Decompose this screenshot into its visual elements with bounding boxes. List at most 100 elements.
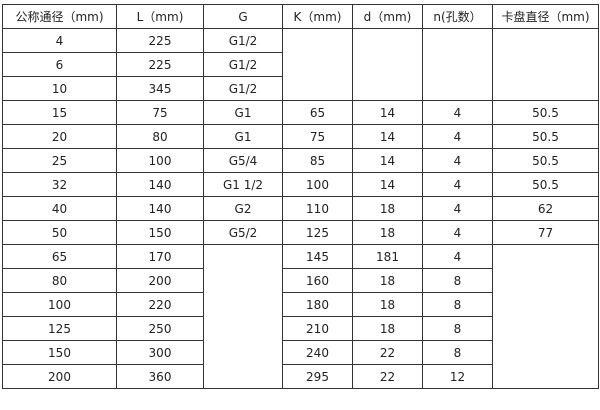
table-row: 200 360 295 22 12 xyxy=(2,364,599,389)
cell-length: 75 xyxy=(116,100,204,125)
cell-d: 18 xyxy=(352,220,423,245)
cell-d: 22 xyxy=(352,340,423,365)
cell-nominal-diameter: 100 xyxy=(2,292,117,317)
table-row: 50 150 G5/2 125 18 4 77 xyxy=(2,220,599,245)
cell-hole-count: 8 xyxy=(422,292,493,317)
cell-length: 200 xyxy=(116,268,204,293)
cell-length: 225 xyxy=(116,28,204,53)
cell-hole-count: 8 xyxy=(422,316,493,341)
cell-hole-count: 4 xyxy=(422,124,493,149)
cell-chuck-diameter: 77 xyxy=(492,220,599,245)
cell-k: 75 xyxy=(282,124,353,149)
cell-nominal-diameter: 150 xyxy=(2,340,117,365)
cell-d: 14 xyxy=(352,148,423,173)
cell-thread: G5/4 xyxy=(203,148,283,173)
cell-k: 65 xyxy=(282,100,353,125)
header-length: L（mm) xyxy=(116,4,204,29)
cell-k: 85 xyxy=(282,148,353,173)
cell-nominal-diameter: 40 xyxy=(2,196,117,221)
cell-nominal-diameter: 125 xyxy=(2,316,117,341)
table-row: 80 200 160 18 8 xyxy=(2,268,599,293)
cell-thread: G1/2 xyxy=(203,76,283,101)
cell-d: 18 xyxy=(352,196,423,221)
cell-hole-count: 4 xyxy=(422,244,493,269)
cell-length: 360 xyxy=(116,364,204,389)
cell-d: 14 xyxy=(352,172,423,197)
cell-length: 100 xyxy=(116,148,204,173)
cell-d: 18 xyxy=(352,292,423,317)
table-row: 150 300 240 22 8 xyxy=(2,340,599,365)
cell-length: 345 xyxy=(116,76,204,101)
cell-chuck-diameter: 62 xyxy=(492,196,599,221)
header-hole-count: n(孔数） xyxy=(422,4,493,29)
cell-thread: G5/2 xyxy=(203,220,283,245)
cell-length: 220 xyxy=(116,292,204,317)
cell-k: 100 xyxy=(282,172,353,197)
header-thread: G xyxy=(203,4,283,29)
cell-d: 181 xyxy=(352,244,423,269)
cell-thread: G1 xyxy=(203,100,283,125)
cell-length: 140 xyxy=(116,196,204,221)
header-nominal-diameter: 公称通径（mm) xyxy=(2,4,117,29)
cell-length: 300 xyxy=(116,340,204,365)
cell-hole-count: 12 xyxy=(422,364,493,389)
cell-d: 18 xyxy=(352,316,423,341)
specification-table: 公称通径（mm) L（mm) G K（mm) d（mm) n(孔数） 卡盘直径（… xyxy=(2,4,599,389)
cell-thread: G1/2 xyxy=(203,28,283,53)
cell-k: 110 xyxy=(282,196,353,221)
table-row: 6 225 G1/2 xyxy=(2,52,599,77)
cell-length: 150 xyxy=(116,220,204,245)
cell-nominal-diameter: 20 xyxy=(2,124,117,149)
cell-k: 240 xyxy=(282,340,353,365)
cell-d: 22 xyxy=(352,364,423,389)
cell-nominal-diameter: 50 xyxy=(2,220,117,245)
cell-thread: G1/2 xyxy=(203,52,283,77)
cell-k-empty xyxy=(282,28,353,101)
cell-hole-count: 8 xyxy=(422,268,493,293)
header-row: 公称通径（mm) L（mm) G K（mm) d（mm) n(孔数） 卡盘直径（… xyxy=(2,4,599,29)
cell-thread-empty xyxy=(203,244,283,389)
cell-k: 145 xyxy=(282,244,353,269)
cell-length: 225 xyxy=(116,52,204,77)
table-row: 65 170 145 181 4 xyxy=(2,244,599,389)
table-row: 4 225 G1/2 xyxy=(2,28,599,101)
cell-nominal-diameter: 80 xyxy=(2,268,117,293)
cell-hole-count: 4 xyxy=(422,172,493,197)
cell-chuck-diameter: 50.5 xyxy=(492,124,599,149)
cell-chuck-diameter: 50.5 xyxy=(492,172,599,197)
table-row: 15 75 G1 65 14 4 50.5 xyxy=(2,100,599,125)
table-row: 25 100 G5/4 85 14 4 50.5 xyxy=(2,148,599,173)
cell-hole-count-empty xyxy=(422,28,493,101)
cell-k: 210 xyxy=(282,316,353,341)
table-row: 32 140 G1 1/2 100 14 4 50.5 xyxy=(2,172,599,197)
cell-d: 18 xyxy=(352,268,423,293)
header-k: K（mm) xyxy=(282,4,353,29)
cell-hole-count: 4 xyxy=(422,220,493,245)
cell-k: 295 xyxy=(282,364,353,389)
cell-nominal-diameter: 4 xyxy=(2,28,117,53)
table-row: 20 80 G1 75 14 4 50.5 xyxy=(2,124,599,149)
cell-length: 140 xyxy=(116,172,204,197)
cell-hole-count: 4 xyxy=(422,196,493,221)
cell-thread: G2 xyxy=(203,196,283,221)
cell-d: 14 xyxy=(352,100,423,125)
cell-length: 250 xyxy=(116,316,204,341)
cell-d: 14 xyxy=(352,124,423,149)
cell-k: 125 xyxy=(282,220,353,245)
cell-nominal-diameter: 25 xyxy=(2,148,117,173)
cell-chuck-diameter: 50.5 xyxy=(492,100,599,125)
cell-nominal-diameter: 15 xyxy=(2,100,117,125)
cell-thread: G1 xyxy=(203,124,283,149)
cell-chuck-diameter: 50.5 xyxy=(492,148,599,173)
cell-nominal-diameter: 32 xyxy=(2,172,117,197)
header-chuck-diameter: 卡盘直径（mm) xyxy=(492,4,599,29)
cell-nominal-diameter: 6 xyxy=(2,52,117,77)
cell-length: 80 xyxy=(116,124,204,149)
cell-length: 170 xyxy=(116,244,204,269)
cell-k: 180 xyxy=(282,292,353,317)
header-d: d（mm) xyxy=(352,4,423,29)
cell-nominal-diameter: 200 xyxy=(2,364,117,389)
table-row: 125 250 210 18 8 xyxy=(2,316,599,341)
cell-chuck-empty xyxy=(492,244,599,389)
cell-d-empty xyxy=(352,28,423,101)
